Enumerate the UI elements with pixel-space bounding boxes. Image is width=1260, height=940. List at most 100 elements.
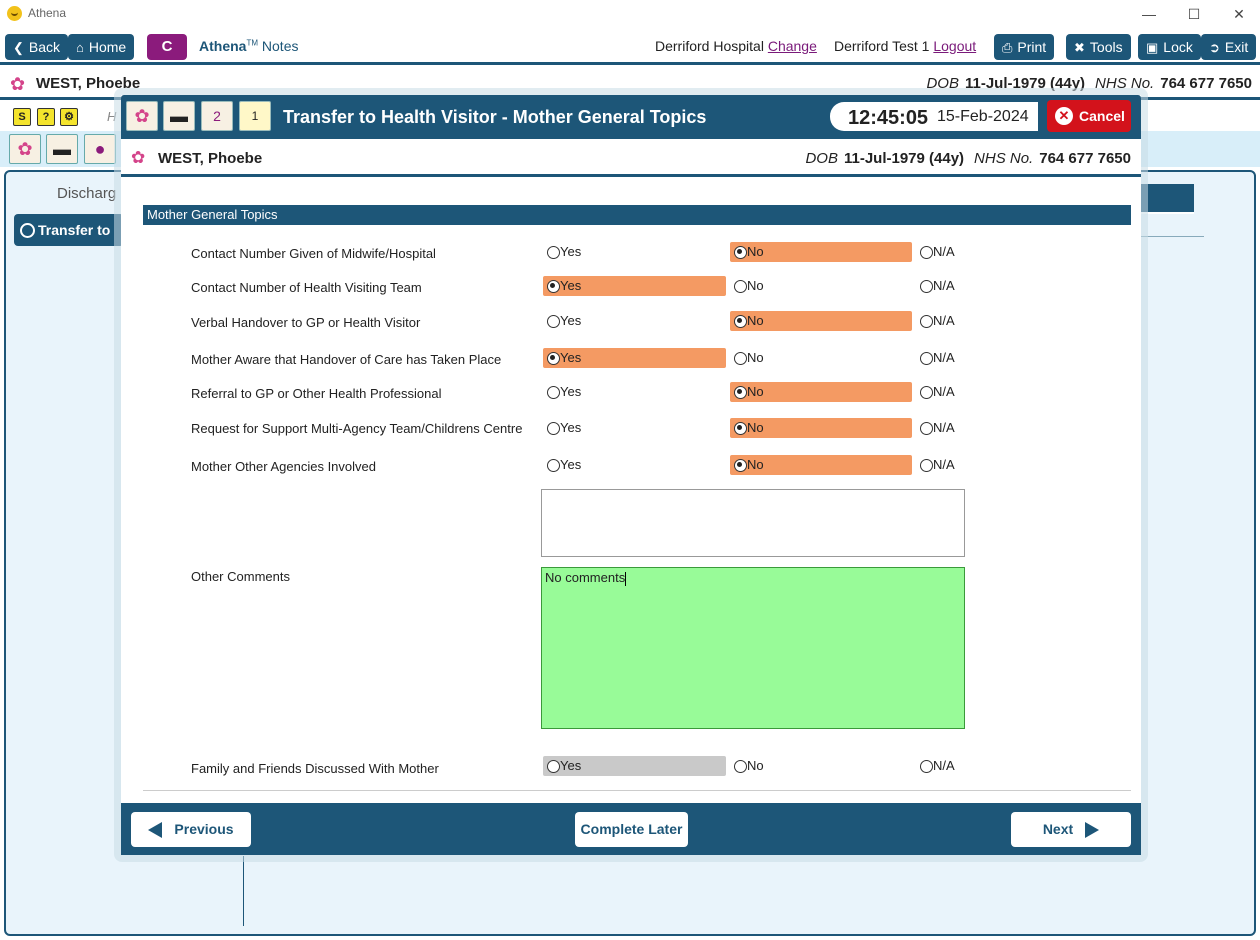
question-yes-option[interactable]: Yes [543, 455, 726, 475]
option-na-label: N/A [933, 457, 955, 472]
settings-alert-icon[interactable]: ⚙ [60, 108, 78, 126]
question-na-option[interactable]: N/A [916, 242, 976, 262]
back-button[interactable]: ❮ Back [5, 34, 69, 60]
home-icon: ⌂ [76, 40, 84, 55]
question-yes-option[interactable]: Yes [543, 242, 726, 262]
question-yes-option[interactable]: Yes [543, 382, 726, 402]
question-na-option[interactable]: N/A [916, 348, 976, 368]
minimize-icon[interactable]: — [1142, 6, 1156, 22]
dialog-nhs-label: NHS No. [974, 150, 1034, 167]
dialog-patient-demographics: DOB 11-Jul-1979 (44y) NHS No. 764 677 7650 [805, 150, 1131, 167]
question-label: Contact Number of Health Visiting Team [191, 280, 422, 295]
lock-button[interactable]: ▣ Lock [1138, 34, 1201, 60]
home-label: Home [88, 39, 127, 55]
people-count: 2 [213, 108, 221, 124]
question-na-option[interactable]: N/A [916, 311, 976, 331]
question-yes-option[interactable]: Yes [543, 276, 726, 296]
app-name-bold: Athena [199, 38, 247, 54]
dialog-medication-icon[interactable]: ▬ [163, 101, 195, 131]
patient-name: WEST, Phoebe [36, 75, 141, 92]
question-na-option[interactable]: N/A [916, 455, 976, 475]
question-no-option[interactable]: No [730, 311, 912, 331]
user-label: Derriford Test 1 [834, 38, 930, 54]
option-yes-label: Yes [560, 278, 582, 293]
hospital-label: Derriford Hospital [655, 38, 764, 54]
bg-vertical-line [243, 856, 244, 926]
lock-icon: ▣ [1146, 40, 1159, 55]
flower-tab-icon[interactable]: ✿ [9, 134, 41, 164]
next-button[interactable]: Next [1011, 812, 1131, 847]
question-na-option[interactable]: N/A [916, 418, 976, 438]
option-na-label: N/A [933, 420, 955, 435]
exit-button[interactable]: ➲ Exit [1201, 34, 1257, 60]
question-yes-option[interactable]: Yes [543, 348, 726, 368]
other-comments-textarea[interactable]: No comments [541, 567, 965, 729]
change-link[interactable]: Change [767, 38, 817, 54]
option-no-label: No [747, 350, 764, 365]
question-label: Mother Aware that Handover of Care has T… [191, 352, 502, 367]
people-tab-icon[interactable]: ● [84, 134, 116, 164]
option-no-label: No [747, 278, 764, 293]
previous-button[interactable]: Previous [131, 812, 251, 847]
dialog-people-icon[interactable]: 2 [201, 101, 233, 131]
family-na-option[interactable]: N/A [916, 756, 976, 776]
se-alert-icon[interactable]: S [13, 108, 31, 126]
question-no-option[interactable]: No [730, 348, 912, 368]
logout-link[interactable]: Logout [933, 38, 977, 54]
question-no-option[interactable]: No [730, 382, 912, 402]
maximize-icon[interactable]: ☐ [1187, 6, 1201, 22]
family-yes-label: Yes [560, 758, 582, 773]
option-no-label: No [747, 420, 764, 435]
exit-label: Exit [1224, 39, 1249, 55]
help-alert-icon[interactable]: ? [37, 108, 55, 126]
tools-button[interactable]: ✖ Tools [1066, 34, 1131, 60]
option-na-label: N/A [933, 350, 955, 365]
question-na-option[interactable]: N/A [916, 382, 976, 402]
family-friends-label: Family and Friends Discussed With Mother [191, 761, 439, 776]
option-na-label: N/A [933, 313, 955, 328]
question-label: Mother Other Agencies Involved [191, 459, 376, 474]
family-no-label: No [747, 758, 764, 773]
chevron-left-icon: ❮ [13, 40, 24, 55]
question-yes-option[interactable]: Yes [543, 311, 726, 331]
dob-label: DOB [926, 75, 959, 92]
clock-box [830, 102, 1038, 131]
option-na-label: N/A [933, 244, 955, 259]
home-button[interactable]: ⌂ Home [68, 34, 135, 60]
dialog-patient-name: WEST, Phoebe [158, 150, 263, 167]
dialog-header: ✿ ▬ 2 1 [121, 95, 1141, 139]
complete-later-button[interactable]: Complete Later [575, 812, 688, 847]
dialog-calendar-icon[interactable]: 1 [239, 101, 271, 131]
other-agencies-textarea[interactable] [541, 489, 965, 557]
question-na-option[interactable]: N/A [916, 276, 976, 296]
family-no-option[interactable]: No [730, 756, 913, 776]
question-yes-option[interactable]: Yes [543, 418, 726, 438]
arrow-right-icon [1085, 822, 1100, 839]
dialog-title: Transfer to Health Visitor - Mother Gene… [283, 107, 707, 127]
app-tm: TM [246, 38, 259, 48]
option-na-label: N/A [933, 278, 955, 293]
dialog-patient-banner: ✿ WEST, Phoebe DOB 11-Jul-1979 (44y) NHS N… [121, 141, 1141, 177]
nhs-value: 764 677 7650 [1160, 75, 1252, 92]
user-info: Derriford Test 1 Logout [834, 38, 976, 54]
c-button[interactable]: C [147, 34, 187, 60]
question-no-option[interactable]: No [730, 242, 912, 262]
dialog-flower-icon[interactable]: ✿ [126, 101, 158, 131]
option-no-label: No [747, 244, 764, 259]
question-no-option[interactable]: No [730, 455, 912, 475]
question-no-option[interactable]: No [730, 418, 912, 438]
close-window-icon[interactable]: ✕ [1233, 6, 1245, 22]
lock-label: Lock [1163, 39, 1193, 55]
bg-transfer-tab[interactable]: Transfer to [14, 214, 124, 246]
option-yes-label: Yes [560, 420, 582, 435]
print-button[interactable]: ⎙ Print [994, 34, 1055, 60]
option-yes-label: Yes [560, 313, 582, 328]
section-header: Mother General Topics [143, 205, 1131, 225]
family-yes-option[interactable]: Yes [543, 756, 726, 776]
medication-tab-icon[interactable]: ▬ [46, 134, 78, 164]
cancel-button[interactable]: ✕ Cancel [1047, 100, 1131, 132]
bg-discharge-label: Discharg [57, 185, 117, 202]
option-no-label: No [747, 457, 764, 472]
flower-icon: ✿ [10, 74, 26, 94]
question-no-option[interactable]: No [730, 276, 912, 296]
